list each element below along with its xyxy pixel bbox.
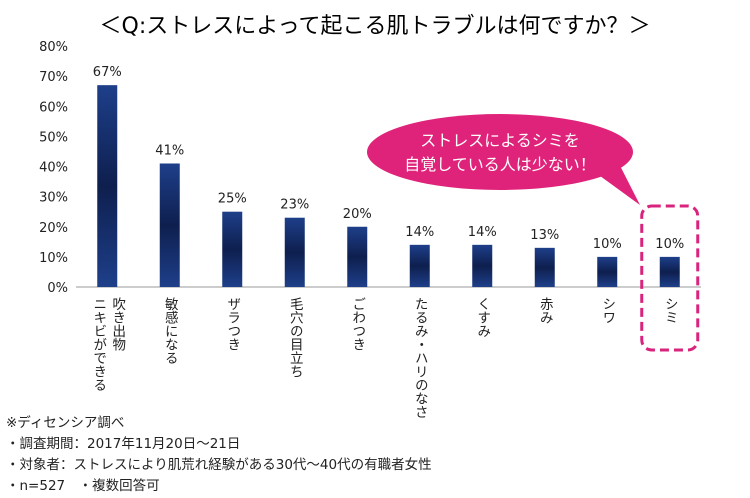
category-label-line: ごわつき bbox=[349, 297, 366, 352]
bar bbox=[97, 85, 118, 287]
category-label-line: 赤み bbox=[537, 297, 554, 325]
note-period: ・調査期間：2017年11月20日～21日 bbox=[6, 436, 241, 452]
data-labels: 67% 41% 25% 23% 20% 14% 14% 13% 10% 10% bbox=[93, 65, 684, 252]
category-label: ザラつき bbox=[224, 297, 241, 351]
callout-bubble: ストレスによるシミを 自覚している人は少ない！ bbox=[367, 114, 640, 205]
bar bbox=[159, 163, 180, 287]
bar bbox=[597, 256, 618, 287]
category-label: 敏感になる bbox=[162, 297, 179, 365]
data-label: 14% bbox=[468, 225, 497, 240]
note-source: ※ディセンシア調べ bbox=[6, 415, 125, 431]
bars bbox=[97, 85, 680, 287]
note-target: ・対象者：ストレスにより肌荒れ経験がある30代～40代の有職者女性 bbox=[6, 457, 432, 473]
data-label: 14% bbox=[405, 225, 434, 240]
data-label: 10% bbox=[655, 237, 684, 252]
callout-line-2: 自覚している人は少ない！ bbox=[404, 155, 596, 174]
data-label: 67% bbox=[93, 65, 122, 80]
data-label: 25% bbox=[218, 192, 247, 207]
bar bbox=[472, 244, 493, 287]
y-tick-label: 0% bbox=[47, 281, 68, 296]
category-label-line: 毛穴の目立ち bbox=[287, 297, 304, 379]
bar bbox=[347, 226, 368, 287]
callout-line-1: ストレスによるシミを bbox=[420, 131, 580, 150]
data-label: 41% bbox=[155, 143, 184, 158]
y-axis: 0% 10% 20% 30% 40% 50% 60% 70% 80% bbox=[39, 40, 68, 296]
data-label: 13% bbox=[530, 228, 559, 243]
y-tick-label: 40% bbox=[39, 161, 68, 176]
bar bbox=[222, 211, 243, 287]
category-label-line: くすみ bbox=[474, 297, 490, 338]
bar bbox=[409, 244, 430, 287]
category-label-line: シミ bbox=[662, 297, 678, 324]
category-label-line: 吹き出物 bbox=[109, 297, 126, 353]
bar bbox=[534, 247, 555, 287]
y-tick-label: 80% bbox=[39, 40, 68, 55]
data-label: 10% bbox=[593, 237, 622, 252]
category-label: ごわつき bbox=[349, 297, 366, 352]
y-tick-label: 50% bbox=[39, 130, 68, 145]
y-tick-label: 30% bbox=[39, 191, 68, 206]
category-label-line: シワ bbox=[599, 297, 615, 324]
category-label: シミ bbox=[662, 297, 678, 324]
category-label-line: ニキビができる bbox=[90, 297, 107, 392]
category-label: 赤み bbox=[537, 297, 554, 325]
category-label: たるみ・ハリのなさ bbox=[412, 297, 428, 419]
callout-ellipse bbox=[367, 114, 633, 190]
note-sample: ・n=527 ・複数回答可 bbox=[6, 478, 160, 494]
category-label: 毛穴の目立ち bbox=[287, 297, 304, 379]
bar bbox=[659, 256, 680, 287]
data-label: 20% bbox=[343, 207, 372, 222]
category-label: ニキビができる 吹き出物 bbox=[90, 297, 126, 392]
data-label: 23% bbox=[280, 198, 309, 213]
category-label: くすみ bbox=[474, 297, 490, 338]
category-labels: ニキビができる 吹き出物 敏感になる ザラつき 毛穴の目立ち ごわつき たるみ・ハリのなさ く… bbox=[90, 297, 678, 419]
category-label-line: 敏感になる bbox=[162, 297, 179, 365]
chart-title: ＜Q:ストレスによって起こる肌トラブルは何ですか？＞ bbox=[100, 14, 651, 39]
y-tick-label: 60% bbox=[39, 100, 68, 115]
category-label: シワ bbox=[599, 297, 615, 324]
y-tick-label: 10% bbox=[39, 251, 68, 266]
category-label-line: ザラつき bbox=[224, 297, 241, 351]
bar bbox=[284, 217, 305, 287]
y-tick-label: 70% bbox=[39, 70, 68, 85]
highlight-box bbox=[640, 204, 700, 352]
category-label-line: たるみ・ハリのなさ bbox=[412, 297, 428, 419]
y-tick-label: 20% bbox=[39, 221, 68, 236]
